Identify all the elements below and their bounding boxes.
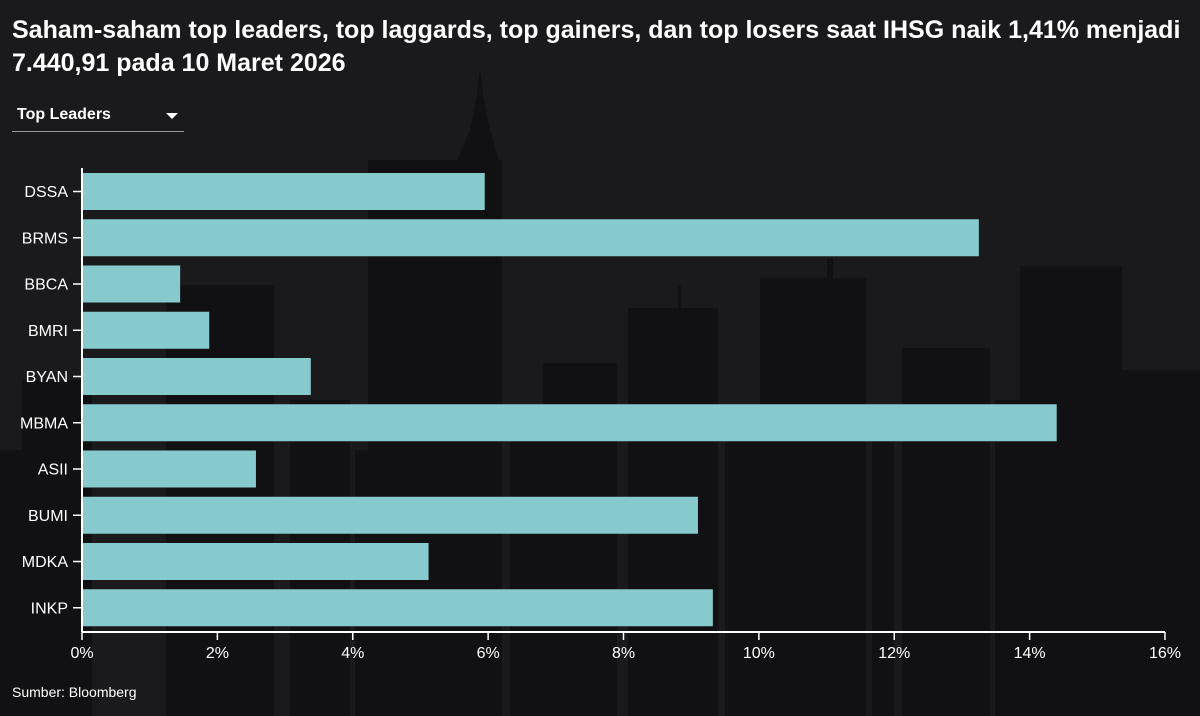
bar-inkp[interactable] bbox=[82, 589, 713, 627]
x-tick-label: 16% bbox=[1149, 645, 1181, 662]
x-tick-label: 2% bbox=[206, 645, 229, 662]
y-tick-label: MDKA bbox=[22, 554, 69, 571]
x-tick-label: 12% bbox=[878, 645, 910, 662]
bar-bumi[interactable] bbox=[82, 496, 698, 534]
bar-mdka[interactable] bbox=[82, 543, 429, 580]
y-tick-label: BBCA bbox=[24, 277, 68, 294]
bar-byan[interactable] bbox=[82, 358, 311, 395]
bar-bmri[interactable] bbox=[82, 311, 210, 349]
bar-mbma[interactable] bbox=[82, 404, 1057, 442]
source-note: Sumber: Bloomberg bbox=[12, 684, 137, 700]
x-tick-label: 8% bbox=[612, 645, 635, 662]
y-tick-label: DSSA bbox=[24, 184, 68, 201]
bar-asii[interactable] bbox=[82, 450, 256, 488]
bar-bbca[interactable] bbox=[82, 265, 181, 303]
y-tick-label: INKP bbox=[31, 600, 68, 617]
x-tick-label: 6% bbox=[477, 645, 500, 662]
bar-dssa[interactable] bbox=[82, 173, 485, 210]
category-dropdown[interactable]: Top Leaders bbox=[12, 101, 184, 132]
y-tick-label: ASII bbox=[38, 462, 68, 479]
x-tick-label: 14% bbox=[1014, 645, 1046, 662]
chevron-down-icon bbox=[166, 113, 178, 119]
dropdown-selected-label: Top Leaders bbox=[17, 106, 111, 123]
y-tick-label: MBMA bbox=[20, 415, 68, 432]
bar-brms[interactable] bbox=[82, 219, 979, 257]
x-tick-label: 4% bbox=[341, 645, 364, 662]
y-tick-label: BYAN bbox=[26, 369, 68, 386]
x-tick-label: 0% bbox=[70, 645, 93, 662]
y-tick-label: BUMI bbox=[28, 508, 68, 525]
y-tick-label: BRMS bbox=[22, 230, 68, 247]
y-tick-label: BMRI bbox=[28, 323, 68, 340]
chart-title: Saham-saham top leaders, top laggards, t… bbox=[12, 16, 1181, 77]
x-tick-label: 10% bbox=[743, 645, 775, 662]
